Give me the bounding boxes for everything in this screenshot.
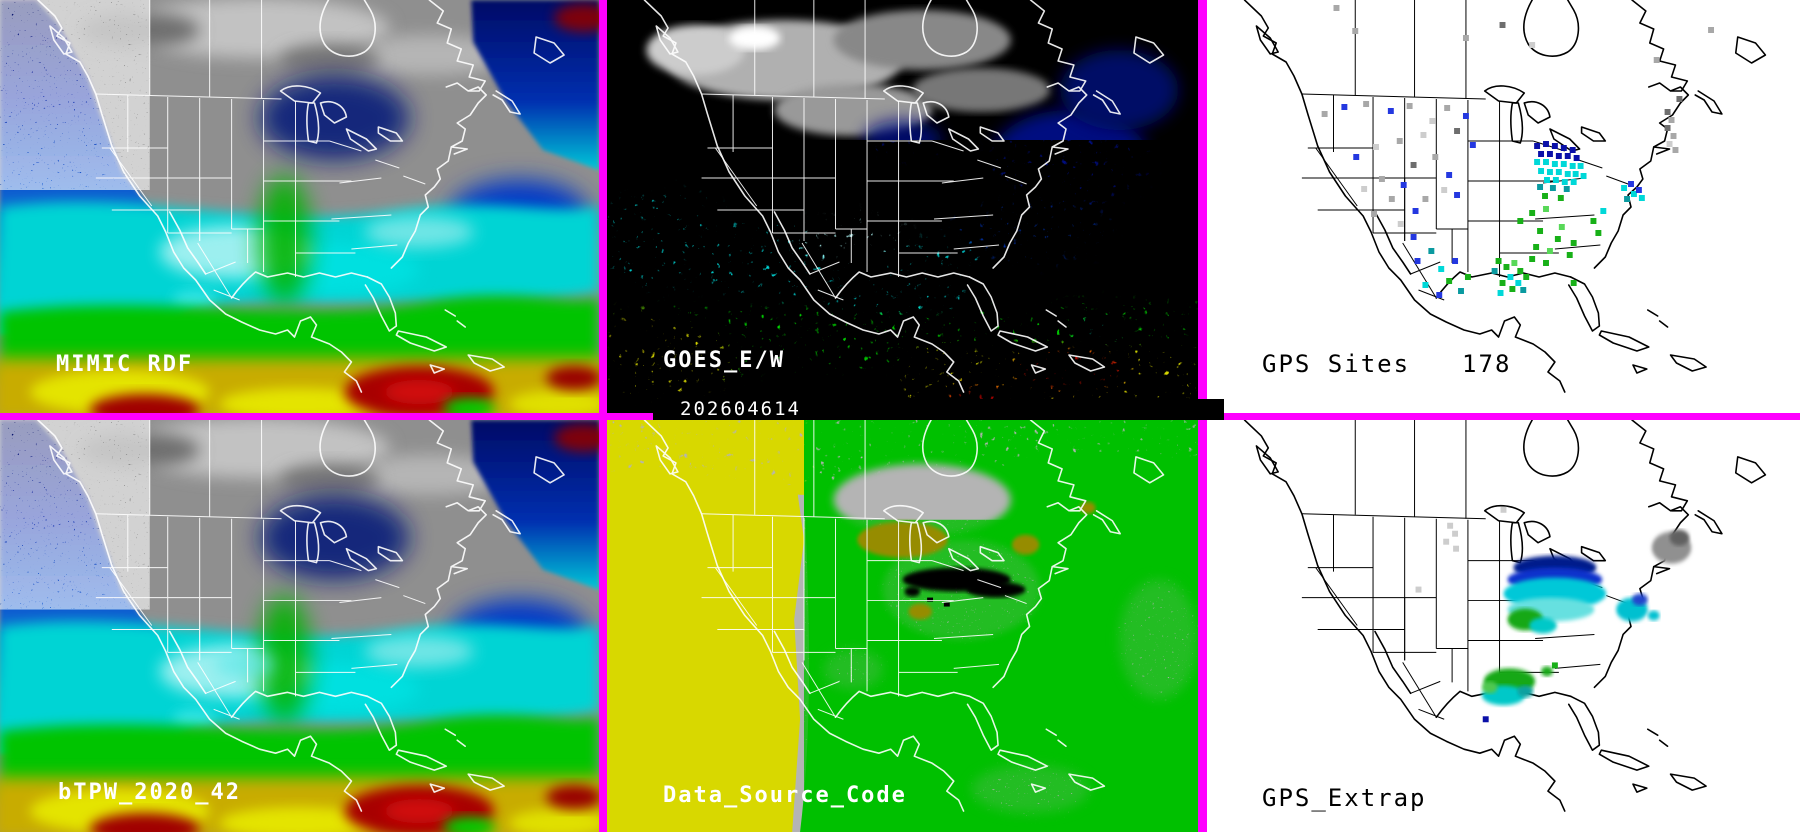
panel-gps-sites: GPS Sites 178	[1207, 0, 1800, 413]
gps-extrap-marks-layer	[1415, 506, 1558, 723]
btpw-label: bTPW_2020_42	[58, 780, 241, 805]
gps-extrap-map-art	[1207, 420, 1800, 832]
timestamp-bar: 202604614	[653, 399, 1224, 420]
panel-mimic-rdf: MIMIC RDF	[0, 0, 599, 413]
gps-sites-label: GPS Sites	[1262, 350, 1411, 378]
gps-extrap-blobs-layer	[1481, 529, 1692, 706]
panel-gps-extrap: GPS_Extrap	[1207, 420, 1800, 832]
btpw-map-art	[0, 420, 599, 832]
gps-sites-map-art	[1207, 0, 1800, 413]
gps-extrap-label: GPS_Extrap	[1262, 784, 1427, 812]
mimic-rdf-label: MIMIC RDF	[56, 352, 194, 377]
gps-sites-title: GPS Sites 178	[1262, 350, 1511, 378]
gps-site-dots-layer	[1321, 5, 1715, 298]
panel-data-source-code: Data_Source_Code	[607, 420, 1198, 832]
panel-goes-ew: GOES_E/W	[607, 0, 1198, 413]
goes-ew-label: GOES_E/W	[663, 348, 785, 373]
timestamp-text: 202604614	[680, 398, 801, 420]
gps-sites-count: 178	[1462, 350, 1512, 378]
panel-btpw: bTPW_2020_42	[0, 420, 599, 832]
goes-ew-map-art	[607, 0, 1198, 413]
data-source-code-map-art	[607, 420, 1198, 832]
data-source-code-label: Data_Source_Code	[663, 783, 907, 808]
